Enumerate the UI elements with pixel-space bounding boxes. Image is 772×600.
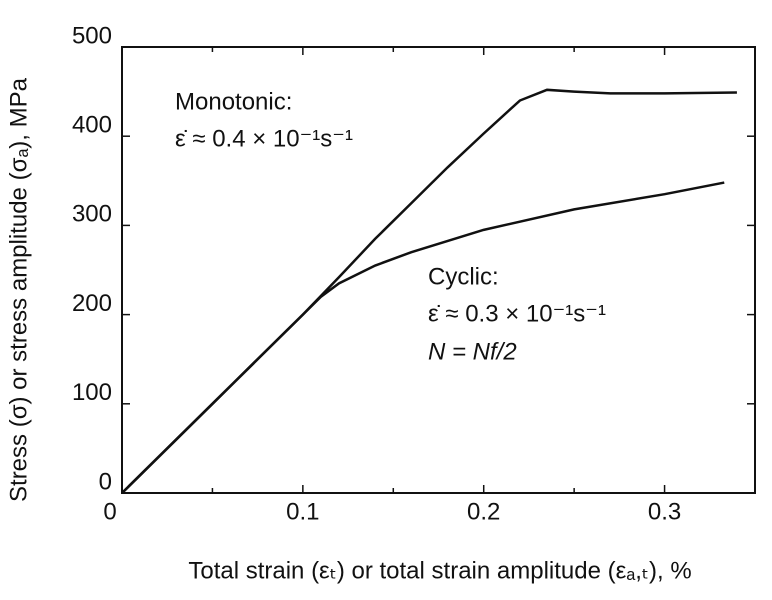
y-tick-label: 400 <box>72 112 112 139</box>
y-tick-label: 200 <box>72 290 112 317</box>
y-tick-label: 500 <box>72 22 112 49</box>
data-line <box>121 181 725 494</box>
y-axis-title: Stress (σ) or stress amplitude (σₐ), MPa <box>5 77 32 502</box>
x-tick-label: 0 <box>103 498 116 525</box>
x-axis-title: Total strain (εₜ) or total strain amplit… <box>188 557 691 584</box>
annotation: Cyclic: <box>428 263 499 290</box>
x-tick-label: 0.3 <box>648 498 681 525</box>
y-tick-label: 0 <box>99 468 112 495</box>
annotation: ε̇ ≈ 0.3 × 10⁻¹s⁻¹ <box>428 300 606 327</box>
annotation: N = Nf/2 <box>428 338 517 365</box>
y-tick-label: 300 <box>72 201 112 228</box>
annotation: Monotonic: <box>175 88 292 115</box>
x-tick-label: 0.1 <box>286 498 319 525</box>
plot-frame <box>121 46 756 494</box>
x-tick-label: 0.2 <box>467 498 500 525</box>
annotation: ε̇ ≈ 0.4 × 10⁻¹s⁻¹ <box>175 125 353 152</box>
y-tick-label: 100 <box>72 379 112 406</box>
